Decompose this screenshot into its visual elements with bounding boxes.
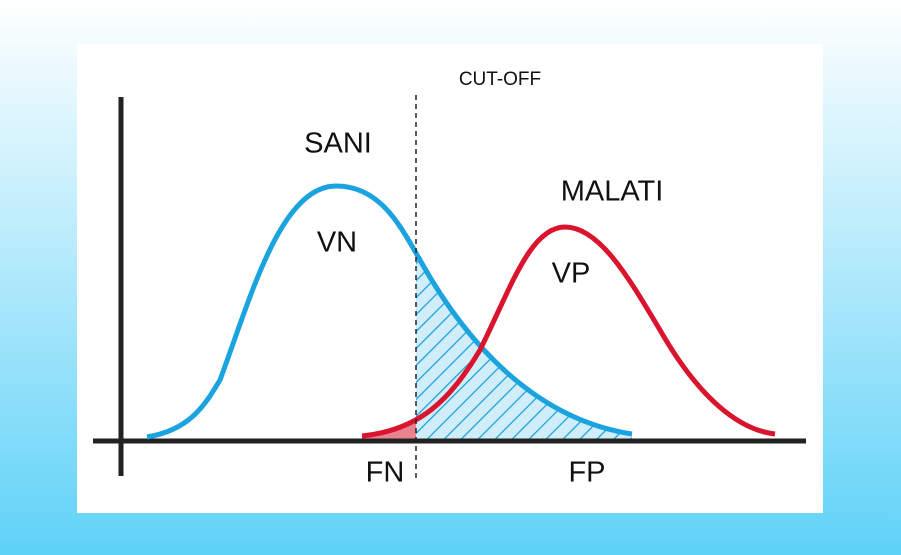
false-positive-area <box>416 252 632 441</box>
sick-label: MALATI <box>561 176 664 208</box>
true-negative-label: VN <box>317 227 357 259</box>
true-positive-label: VP <box>552 258 591 290</box>
sick-curve <box>361 224 776 439</box>
healthy-label: SANI <box>304 128 372 160</box>
false-negative-label: FN <box>366 457 405 489</box>
false-positive-label: FP <box>568 457 605 489</box>
healthy-curve <box>146 183 633 440</box>
cutoff-label: CUT-OFF <box>459 69 541 90</box>
